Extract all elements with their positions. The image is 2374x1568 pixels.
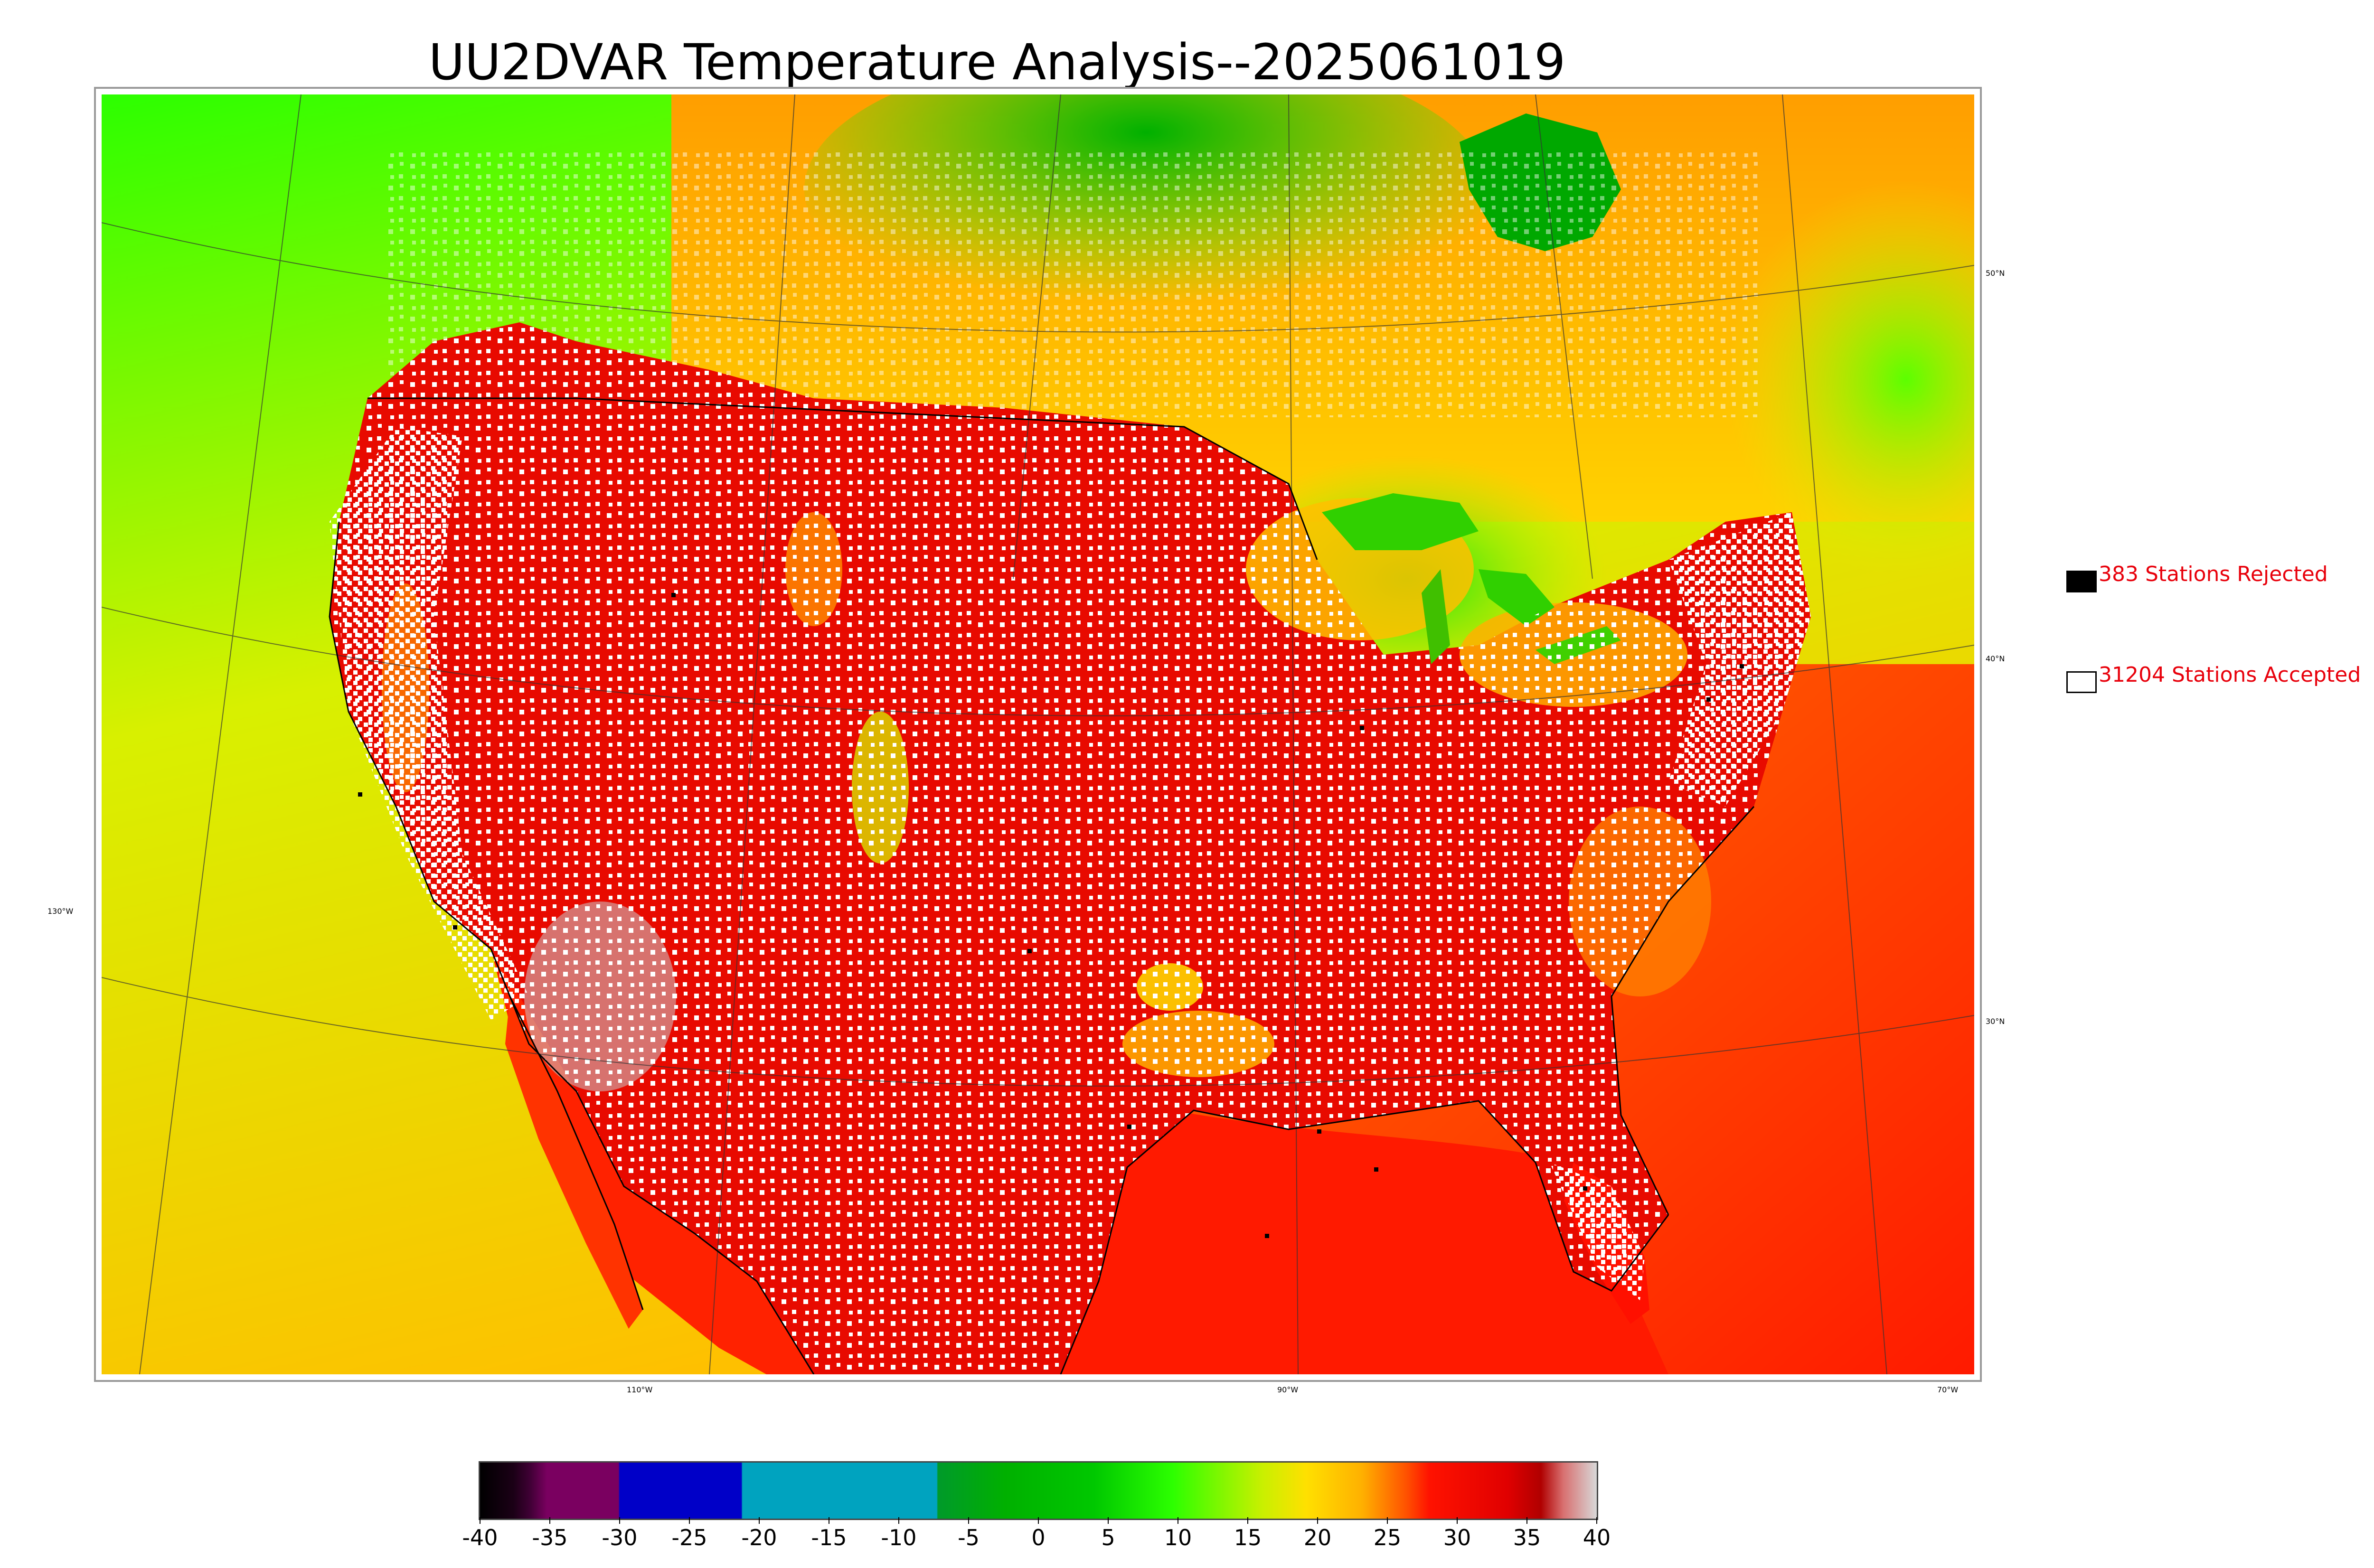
colorbar-tick-mark: [1596, 1517, 1597, 1524]
lake-michigan: [1422, 569, 1450, 664]
rejected-stations-label: 383 Stations Rejected: [2099, 562, 2328, 586]
maritimes-cool-area: [1725, 180, 1974, 579]
colorbar-tick-label: -15: [811, 1525, 847, 1550]
colorbar-tick-mark: [689, 1517, 690, 1524]
lon-label-70w: 70°W: [1937, 1385, 1959, 1394]
temperature-colorbar: [479, 1461, 1598, 1520]
colorbar-tick-mark: [759, 1517, 760, 1524]
canada-stations-layer: [386, 151, 1763, 417]
florida-dense-stations: [1550, 1163, 1645, 1300]
colorbar-tick-label: 0: [1031, 1525, 1046, 1550]
colorbar-tick-mark: [1317, 1517, 1318, 1524]
colorbar-tick-mark: [968, 1517, 969, 1524]
temperature-analysis-map: [102, 94, 1974, 1374]
accepted-stations-layer: [330, 322, 1811, 1374]
west-coast-dense-stations: [330, 427, 529, 1020]
colorbar-tick-label: 30: [1443, 1525, 1471, 1550]
colorbar-tick-label: -10: [881, 1525, 917, 1550]
northeast-dense-stations: [1668, 512, 1811, 807]
colorbar-tick-label: 40: [1583, 1525, 1611, 1550]
colorbar-tick-label: -30: [602, 1525, 638, 1550]
colorbar-tick-label: 15: [1234, 1525, 1262, 1550]
colorbar-tick-label: 25: [1373, 1525, 1402, 1550]
colorbar-tick-mark: [1457, 1517, 1458, 1524]
lon-label-110w: 110°W: [627, 1385, 653, 1394]
colorbar-tick-mark: [1247, 1517, 1248, 1524]
mexico-land-hot: [491, 949, 814, 1374]
lon-label-90w: 90°W: [1277, 1385, 1299, 1394]
accepted-marker-swatch: [2066, 671, 2097, 693]
colorbar-tick-label: 20: [1303, 1525, 1332, 1550]
colorbar-tick-label: -40: [462, 1525, 498, 1550]
map-title: UU2DVAR Temperature Analysis--2025061019: [428, 33, 1566, 91]
lon-label-130w: 130°W: [47, 907, 74, 916]
colorbar-tick-mark: [1387, 1517, 1388, 1524]
accepted-stations-label: 31204 Stations Accepted: [2099, 663, 2361, 687]
rejected-stations-layer: [358, 593, 1744, 1238]
lat-label-40n: 40°N: [1986, 654, 2005, 663]
colorbar-tick-label: 10: [1164, 1525, 1192, 1550]
colorbar-tick-label: -20: [741, 1525, 777, 1550]
colorbar-tick-mark: [898, 1517, 899, 1524]
colorbar-tick-label: -35: [532, 1525, 568, 1550]
gulf-of-mexico-warm-area: [1051, 1082, 1668, 1374]
baja-peninsula: [505, 996, 643, 1329]
temperature-map-frame: [94, 87, 1982, 1382]
lat-label-50n: 50°N: [1986, 269, 2005, 278]
lake-huron: [1479, 569, 1554, 626]
graticule-lines: [102, 94, 1974, 1374]
colorbar-tick-label: 35: [1513, 1525, 1541, 1550]
colorbar-tick-mark: [1108, 1517, 1109, 1524]
rejected-marker-swatch: [2066, 571, 2097, 592]
lake-superior: [1322, 493, 1479, 550]
colorbar-tick-label: -25: [671, 1525, 707, 1550]
colorbar-tick-label: 5: [1101, 1525, 1115, 1550]
colorbar-tick-mark: [1526, 1517, 1527, 1524]
colorbar-tick-label: -5: [958, 1525, 980, 1550]
colorbar-tick-mark: [1038, 1517, 1039, 1524]
colorbar-tick-mark: [619, 1517, 620, 1524]
colorbar-tick-mark: [549, 1517, 550, 1524]
lat-label-30n: 30°N: [1986, 1017, 2005, 1026]
coastlines-borders: [329, 397, 1755, 1374]
